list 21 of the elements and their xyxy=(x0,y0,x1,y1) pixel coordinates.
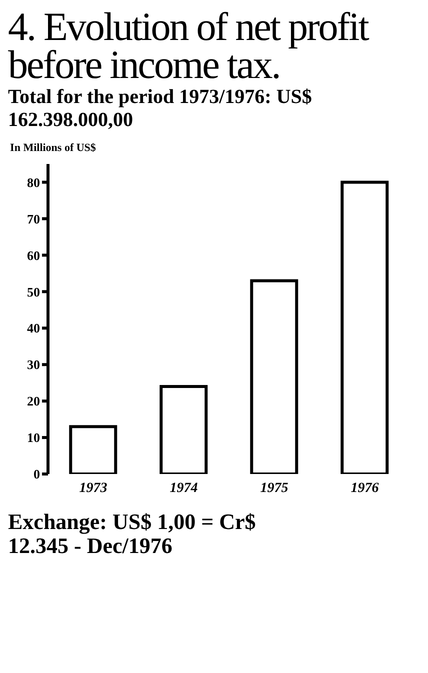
bar xyxy=(340,180,389,474)
y-tick-label: 80 xyxy=(27,174,40,190)
y-tick-label: 10 xyxy=(27,430,40,446)
y-tick-label: 30 xyxy=(27,357,40,372)
bar xyxy=(69,425,118,474)
y-tick-label: 20 xyxy=(27,394,40,409)
y-axis-title: In Millions of US$ xyxy=(9,142,97,154)
chart-subtitle: Total for the period 1973/1976: US$ 162.398.000,00 xyxy=(8,86,313,132)
x-tick-label: 1973 xyxy=(79,480,108,496)
x-tick-label: 1974 xyxy=(170,480,198,496)
x-tick-label: 1975 xyxy=(260,480,288,496)
y-tick-label: 60 xyxy=(27,248,40,263)
bar xyxy=(250,279,298,474)
chart-title: 4. Evolution of net profit before income tax. xyxy=(8,4,370,87)
y-tick-label: 50 xyxy=(27,284,40,300)
y-tick-label: 70 xyxy=(27,211,40,226)
y-tick-label: 0 xyxy=(34,466,40,482)
text: Exchange: US$ 1,00 = Cr$ 12.345 - Dec/1976 xyxy=(8,509,257,558)
x-tick-label: 1976 xyxy=(350,480,379,496)
bar xyxy=(160,384,208,474)
y-tick-label: 40 xyxy=(27,320,40,336)
